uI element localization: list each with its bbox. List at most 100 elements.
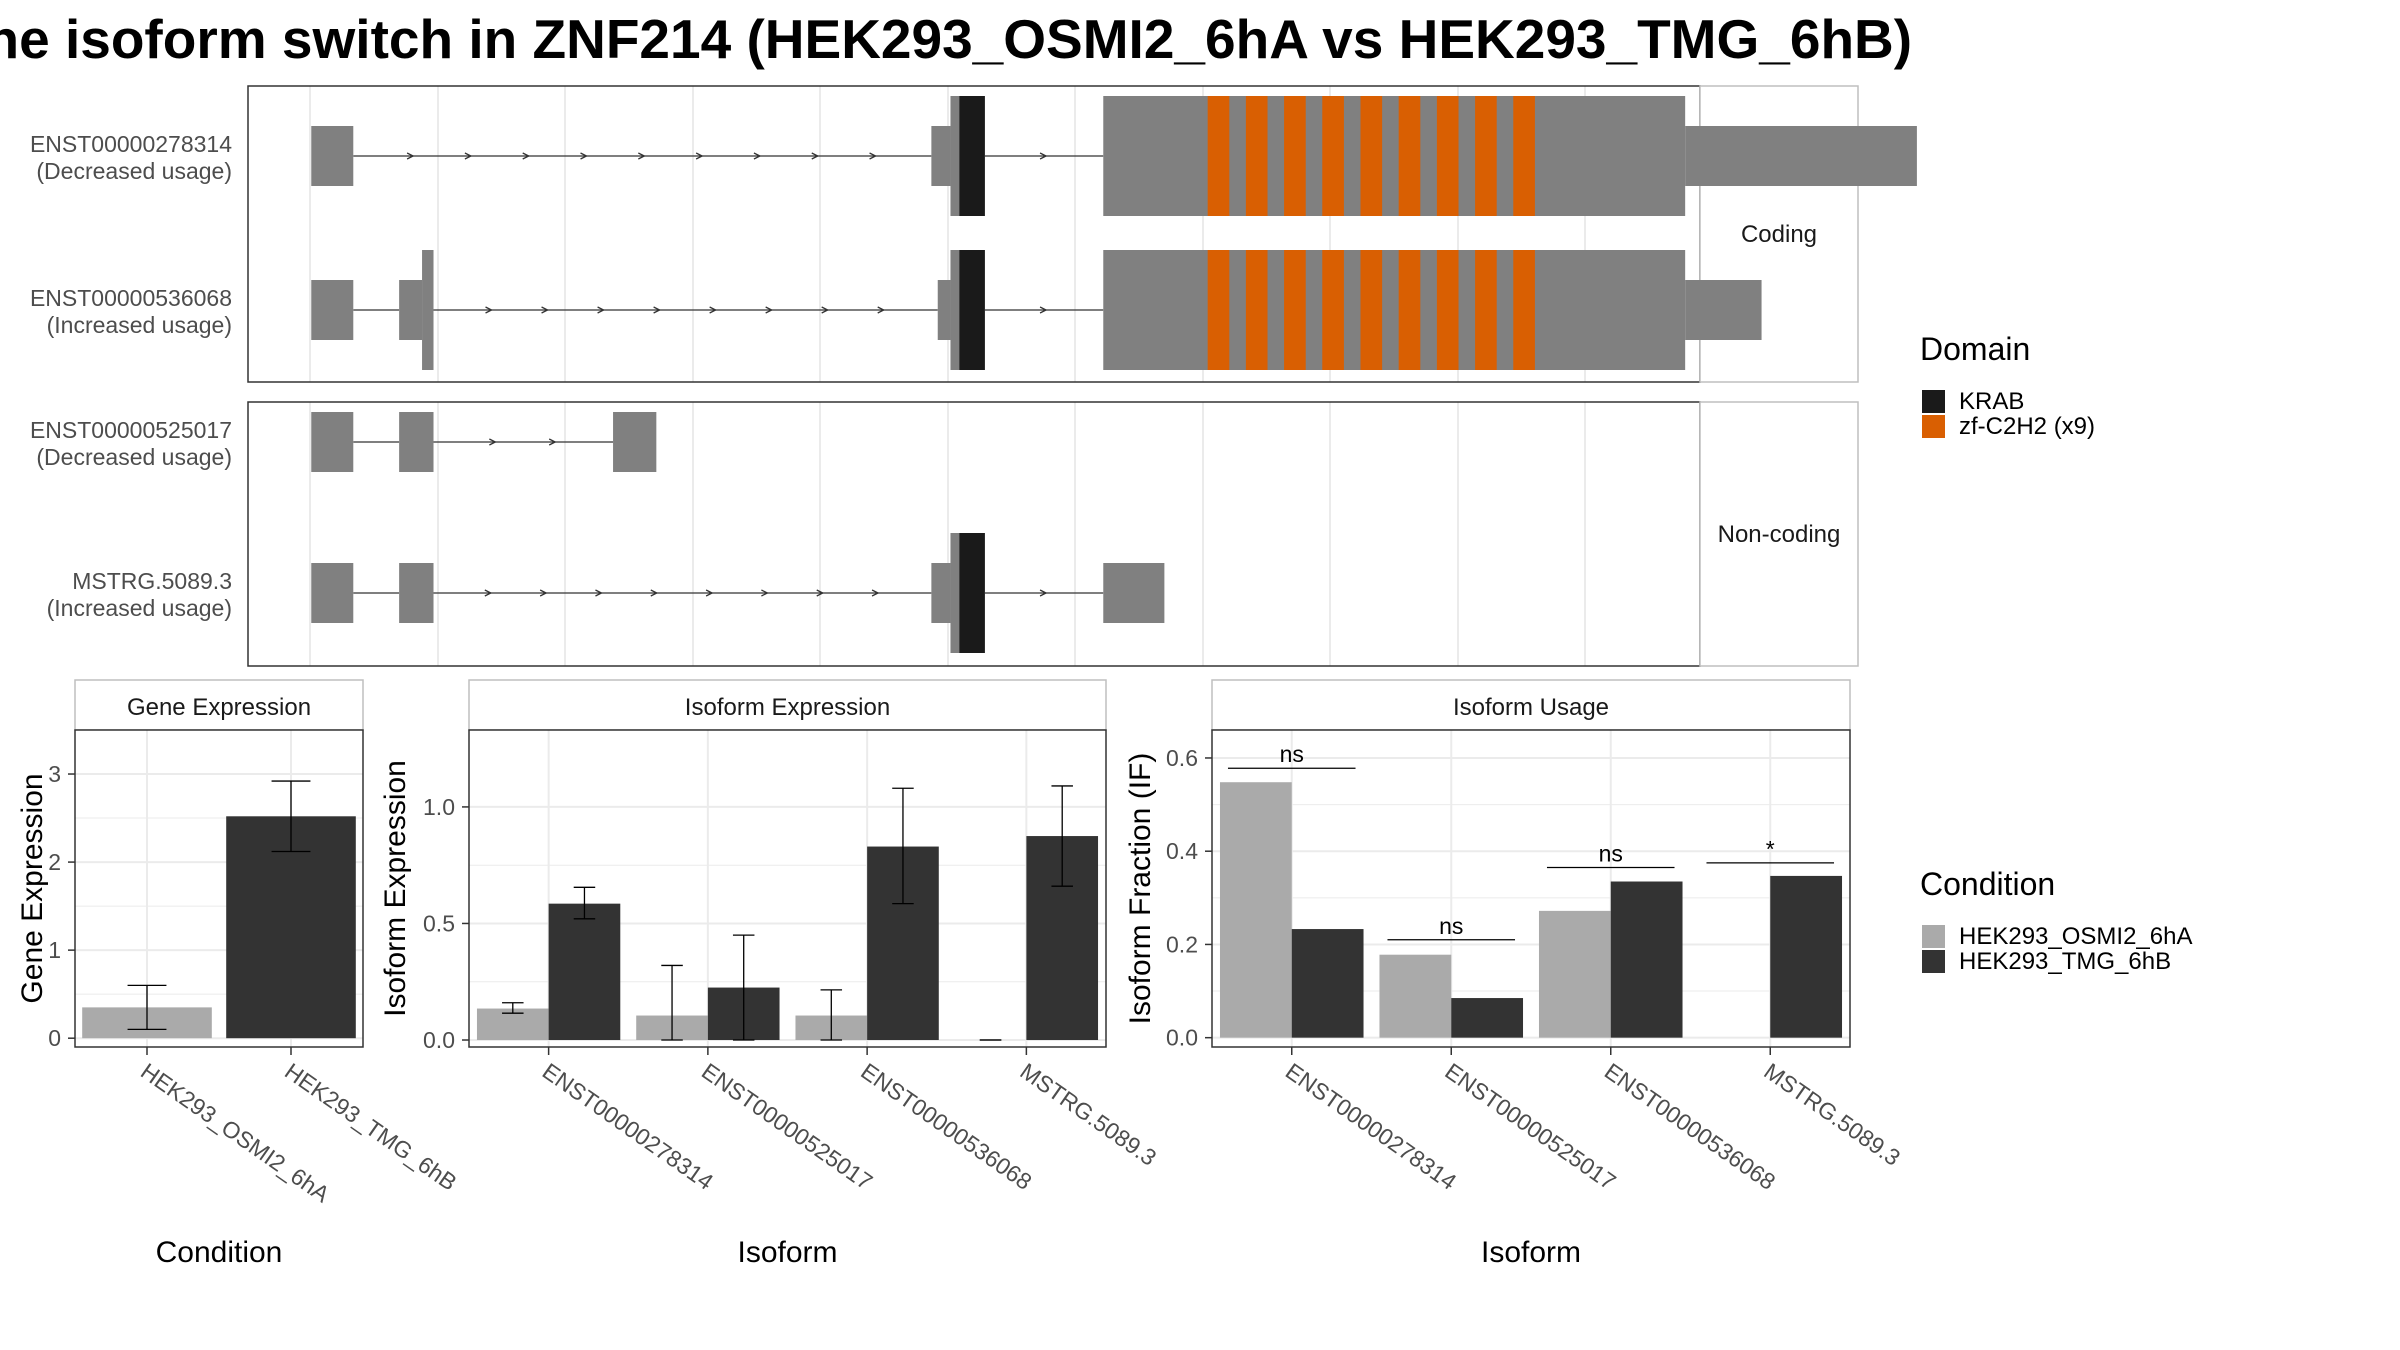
utr-exon: [937, 280, 951, 340]
x-tick-label: MSTRG.5089.3: [1016, 1058, 1162, 1171]
intron-arrow: [653, 306, 662, 314]
legend-label: HEK293_OSMI2_6hA: [1959, 923, 2192, 950]
intron-arrow: [765, 306, 774, 314]
x-tick-label: ENST00000525017: [697, 1058, 877, 1195]
chart-title: Isoform Expression: [685, 694, 890, 721]
significance-label: *: [1766, 836, 1775, 862]
legend-label: zf-C2H2 (x9): [1959, 413, 2095, 440]
intron-arrow: [464, 152, 473, 160]
intron-arrow: [580, 152, 588, 160]
utr-exon: [311, 280, 354, 340]
intron-arrow: [539, 589, 548, 597]
utr-exon: [1685, 280, 1762, 340]
intron-arrow: [1039, 589, 1048, 597]
krab-domain: [959, 96, 985, 216]
intron-arrow: [597, 306, 606, 314]
intron-arrow: [522, 152, 531, 160]
chart-2: Isoform Usage 0.0 0.2 0.4 0.6 ns ns ns * ENST0000…: [1124, 679, 1905, 1269]
intron-arrow: [638, 152, 646, 160]
y-tick-label: 0.6: [1166, 745, 1198, 771]
y-tick-label: 2: [48, 849, 61, 875]
legend-swatch: [1922, 390, 1945, 413]
y-tick-label: 0: [48, 1025, 61, 1051]
legend-swatch: [1922, 415, 1945, 438]
x-tick-label: ENST00000278314: [1281, 1058, 1462, 1195]
zf-c2h2-domain: [1245, 250, 1268, 370]
zf-c2h2-domain: [1322, 250, 1344, 370]
krab-domain: [959, 533, 985, 653]
transcript-ENST00000525017: ENST00000525017(Decreased usage): [30, 412, 657, 472]
coding-exon: [422, 250, 434, 370]
legend-swatch: [1922, 950, 1945, 973]
transcript-MSTRG.5089.3: MSTRG.5089.3(Increased usage): [47, 533, 1165, 653]
zf-c2h2-domain: [1284, 250, 1306, 370]
utr-exon: [399, 280, 423, 340]
intron-arrow: [595, 589, 603, 597]
plot-border: [1211, 729, 1851, 1048]
x-tick-label: ENST00000278314: [538, 1058, 719, 1195]
chart-strip: [468, 679, 1107, 731]
transcript-id-label: ENST00000536068: [30, 285, 232, 311]
intron-arrow: [1039, 306, 1048, 314]
chart-title: Gene Expression: [127, 694, 311, 721]
intron-arrow: [695, 152, 704, 160]
intron-arrow: [816, 589, 825, 597]
zf-c2h2-domain: [1207, 250, 1230, 370]
bar-osmi-2: [1538, 910, 1611, 1038]
x-axis-title: Isoform: [737, 1236, 837, 1269]
utr-exon: [399, 563, 434, 623]
intron-arrow: [484, 589, 493, 597]
facet-strip: [1699, 401, 1859, 667]
y-tick-label: 0.5: [423, 910, 455, 936]
chart-title: Isoform Usage: [1453, 694, 1609, 721]
significance-label: ns: [1599, 841, 1623, 867]
figure-title: The isoform switch in ZNF214 (HEK293_OSM…: [0, 8, 1912, 70]
utr-exon: [931, 563, 951, 623]
utr-exon: [399, 412, 434, 472]
intron-arrow: [821, 306, 830, 314]
legend-swatch: [1922, 925, 1945, 948]
plot-border: [74, 729, 364, 1048]
coding-exon: [1103, 96, 1686, 216]
bar-osmi-1: [1379, 954, 1452, 1038]
intron-arrow: [811, 152, 820, 160]
zf-c2h2-domain: [1284, 96, 1306, 216]
intron-arrow: [705, 589, 714, 597]
y-axis-title: Isoform Expression: [379, 760, 412, 1017]
y-axis-title: Isoform Fraction (IF): [1124, 753, 1157, 1025]
transcript-ENST00000536068: ENST00000536068(Increased usage): [30, 250, 1762, 370]
x-axis-title: Condition: [156, 1236, 283, 1269]
coding-exon: [1103, 250, 1686, 370]
utr-exon: [311, 412, 354, 472]
utr-exon: [311, 563, 354, 623]
y-tick-label: 0.0: [423, 1027, 455, 1053]
bar-tmg-3: [1770, 875, 1843, 1038]
y-tick-label: 0.4: [1166, 838, 1198, 864]
intron-arrow: [753, 152, 762, 160]
bar-tmg-1: [226, 816, 356, 1039]
intron-arrow: [869, 152, 878, 160]
intron-arrow: [489, 438, 497, 446]
significance-label: ns: [1280, 741, 1304, 767]
utr-exon: [1103, 563, 1165, 623]
intron-arrow: [485, 306, 493, 314]
intron-arrow: [548, 438, 557, 446]
zf-c2h2-domain: [1436, 96, 1459, 216]
plot-border: [468, 729, 1107, 1048]
facet-strip-label: Coding: [1741, 221, 1817, 248]
zf-c2h2-domain: [1513, 250, 1535, 370]
zf-c2h2-domain: [1475, 250, 1497, 370]
zf-c2h2-domain: [1436, 250, 1459, 370]
bar-tmg-1: [1451, 998, 1524, 1038]
chart-strip: [1211, 679, 1851, 731]
chart-strip: [74, 679, 364, 731]
legend-title: Domain: [1920, 331, 2030, 367]
krab-domain: [959, 250, 985, 370]
y-tick-label: 0.0: [1166, 1025, 1198, 1051]
zf-c2h2-domain: [1207, 96, 1230, 216]
structure-panel-noncoding: Non-coding ENST00000525017(Decreased usag…: [30, 401, 1859, 667]
bar-tmg-2: [1610, 881, 1683, 1038]
